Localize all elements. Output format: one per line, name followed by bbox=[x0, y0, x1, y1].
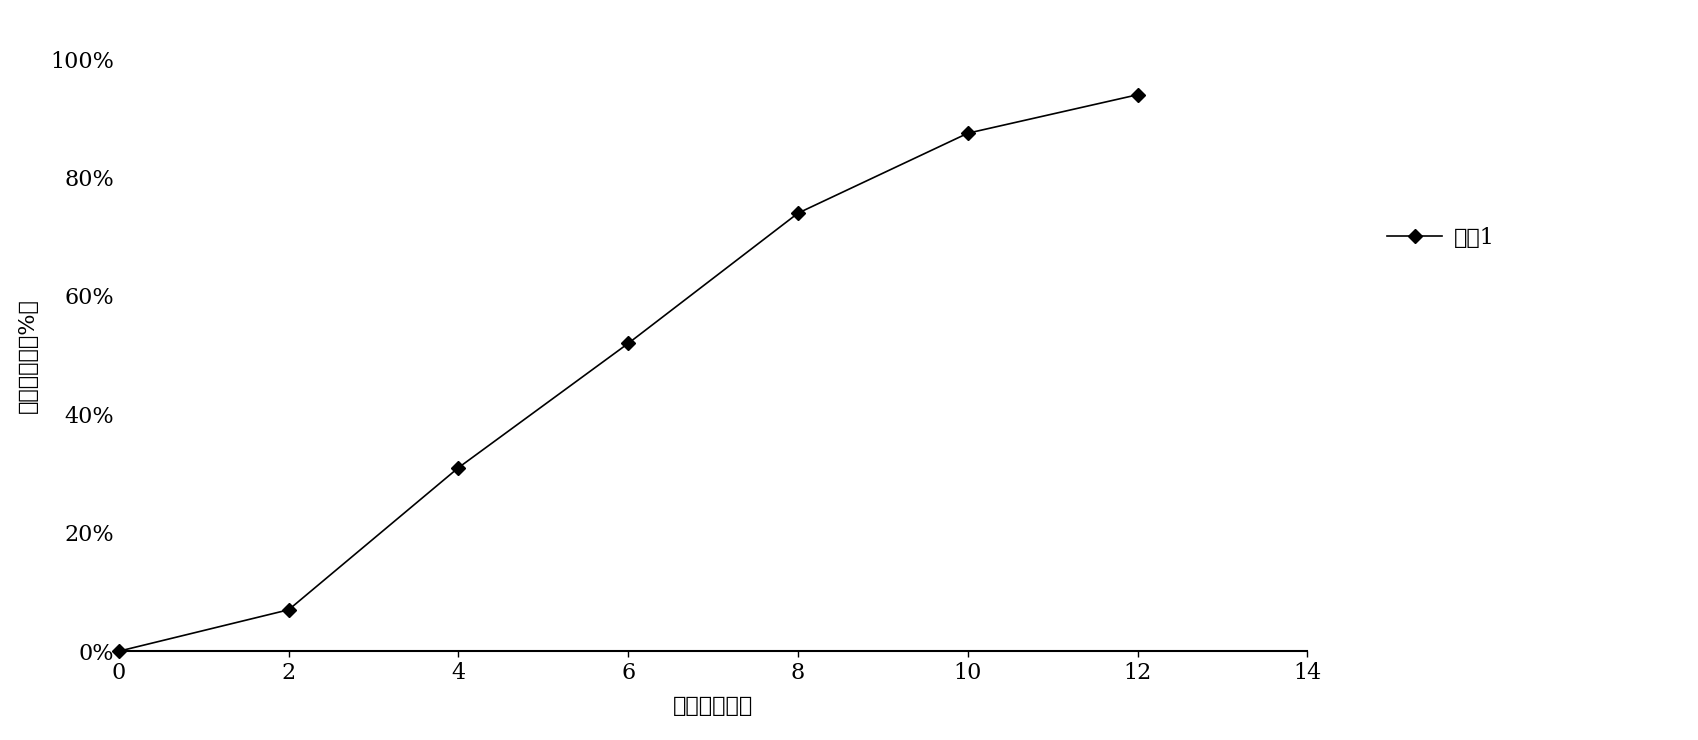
Legend: 系列1: 系列1 bbox=[1379, 218, 1503, 258]
系列1 bbox=[788, 209, 808, 218]
系列1 bbox=[448, 463, 469, 472]
系列1 bbox=[618, 339, 638, 348]
系列1 bbox=[278, 605, 299, 614]
系列1 bbox=[958, 129, 978, 138]
Y-axis label: 累计释放量（%）: 累计释放量（%） bbox=[17, 297, 39, 413]
Line: 系列1: 系列1 bbox=[114, 90, 1143, 656]
系列1 bbox=[1127, 90, 1148, 99]
系列1 bbox=[109, 647, 129, 656]
X-axis label: 时间（小时）: 时间（小时） bbox=[672, 695, 754, 717]
